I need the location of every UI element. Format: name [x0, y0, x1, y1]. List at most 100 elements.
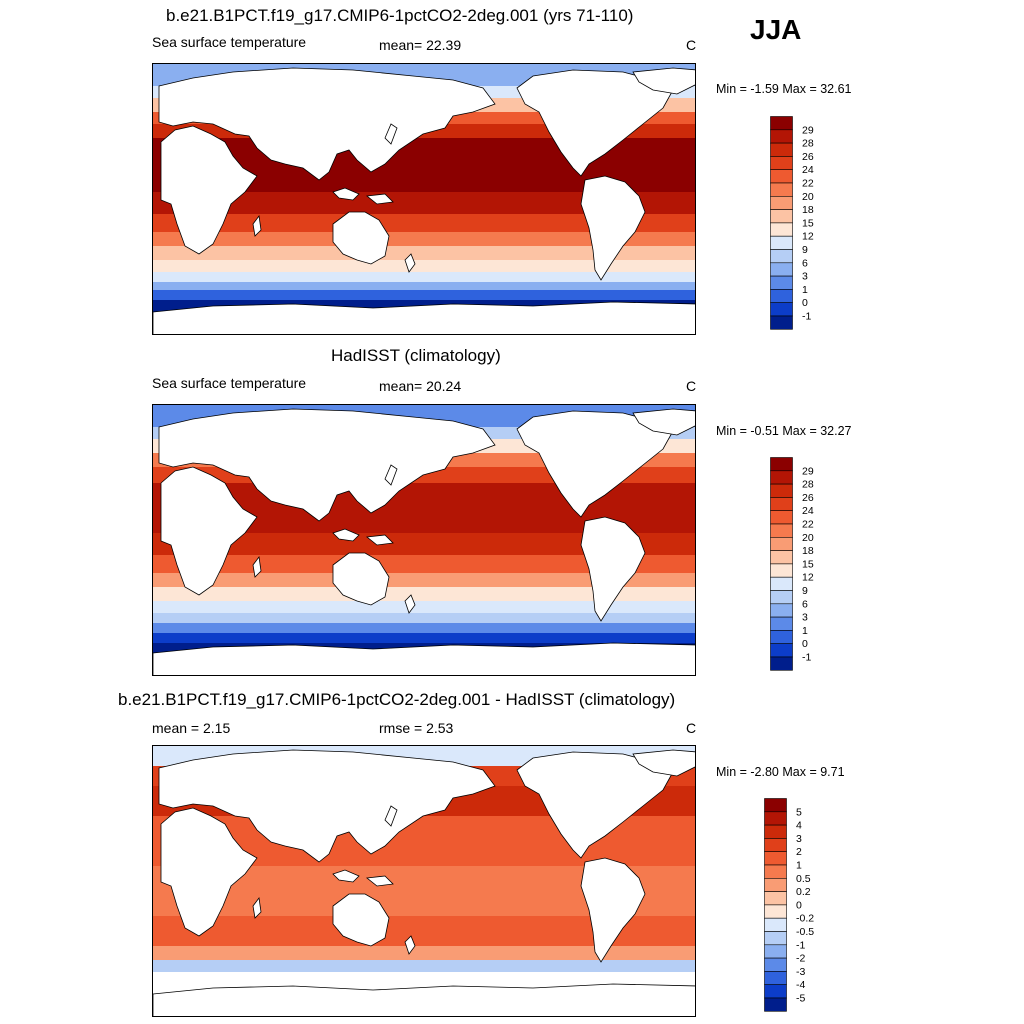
panel-1-colorbar-tick-label: 12	[802, 231, 814, 243]
panel-3-colorbar-swatch	[764, 944, 787, 959]
panel-3-colorbar-tick-label: 5	[796, 806, 802, 818]
panel-2-colorbar-swatch	[770, 616, 793, 631]
panel-2-colorbar-tick-label: 26	[802, 492, 814, 504]
panel-1-sst-band	[153, 232, 695, 246]
panel-2-colorbar-swatch	[770, 590, 793, 605]
panel-2-south-america-land	[580, 516, 646, 622]
panel-3-colorbar-tick-label: -4	[796, 979, 805, 991]
panel-1-colorbar-swatch	[770, 196, 793, 210]
panel-2-colorbar-tick-label: 29	[802, 465, 814, 477]
panel-1-colorbar-swatch	[770, 262, 793, 277]
panel-3-colorbar-tick-label: 0.2	[796, 886, 811, 898]
panel-1-japan-land	[384, 123, 398, 145]
panel-2-colorbar-tick-label: 0	[802, 638, 808, 650]
panel-2-north-america-land	[516, 410, 674, 518]
panel-3-colorbar-tick-label: -2	[796, 953, 805, 965]
panel-1-colorbar-tick-label: 3	[802, 271, 808, 283]
panel-2-colorbar-swatch	[770, 563, 793, 578]
panel-2-eurasia-land	[158, 408, 496, 522]
panel-2-colorbar: 29 28 26 24 22 20 18 15 12 9 6 3 1 0 -1	[770, 457, 830, 671]
panel-1-colorbar-tick-label: 9	[802, 244, 808, 256]
panel-1-mean-label: mean= 22.39	[379, 37, 462, 53]
panel-1-colorbar-tick-label: 6	[802, 257, 808, 269]
panel-2-variable-label: Sea surface temperature	[152, 375, 307, 391]
panel-2-map-svg	[153, 405, 695, 675]
panel-1-colorbar-tick-label: -1	[802, 311, 811, 323]
panel-2-new-zealand-land	[404, 594, 416, 614]
panel-1-units-label: C	[686, 37, 697, 53]
panel-1-colorbar-swatch	[770, 129, 793, 144]
panel-3-mean-label: mean = 2.15	[152, 720, 231, 736]
panel-3-colorbar-tick-label: 2	[796, 846, 802, 858]
panel-2-sst-band	[153, 555, 695, 573]
panel-2-sst-band	[153, 533, 695, 555]
panel-3-antarctica-land	[153, 983, 695, 1016]
panel-1-sst-band	[153, 282, 695, 290]
panel-2-sst-band	[153, 573, 695, 587]
panel-1-eurasia-land	[158, 67, 496, 181]
panel-1-colorbar-swatch	[770, 209, 793, 224]
panel-1-map-svg	[153, 64, 695, 334]
panel-2-sst-band	[153, 613, 695, 623]
panel-2-indonesia-land	[332, 528, 360, 542]
season-label: JJA	[750, 14, 802, 45]
panel-2-colorbar-tick-label: 24	[802, 505, 814, 517]
panel-3-diff-band	[153, 960, 695, 972]
panel-2-title: HadISST (climatology)	[331, 346, 501, 365]
panel-3-new-guinea-land	[365, 875, 394, 887]
panel-1-new-guinea-land	[365, 193, 394, 205]
panel-2-colorbar-tick-label: 12	[802, 572, 814, 584]
panel-2-colorbar-swatch	[770, 523, 793, 538]
panel-1-variable-label: Sea surface temperature	[152, 34, 307, 50]
panel-3-diff-band	[153, 946, 695, 960]
panel-3-colorbar-svg: 5 432 10.50.20 -0.2-0.5-1 -2-3-4 -5	[764, 798, 814, 1012]
panel-2-colorbar-swatch	[770, 510, 793, 525]
panel-2-units-label: C	[686, 378, 697, 394]
panel-1-colorbar-tick-label: 0	[802, 297, 808, 309]
panel-1-new-zealand-land	[404, 253, 416, 273]
panel-1-colorbar: 29 28 26 24 22 20 18 15 12 9 6 3 1 0 -1	[770, 116, 830, 330]
panel-1-sst-band	[153, 246, 695, 260]
panel-2-colorbar-tick-label: 6	[802, 598, 808, 610]
panel-1-colorbar-swatch	[770, 182, 793, 197]
panel-2-colorbar-tick-label: 20	[802, 532, 814, 544]
panel-1-colorbar-swatch	[770, 156, 793, 171]
panel-3-colorbar-swatch	[764, 824, 787, 839]
panel-1-colorbar-tick-label: 26	[802, 151, 814, 163]
panel-3-australia-land	[332, 893, 390, 947]
panel-1-colorbar-tick-label: 28	[802, 138, 814, 150]
panel-3-colorbar-tick-label: -0.5	[796, 926, 814, 938]
panel-3-colorbar-swatch	[764, 864, 787, 879]
panel-1-map	[152, 63, 696, 335]
panel-1-colorbar-swatch	[770, 116, 793, 131]
panel-3-colorbar-tick-label: 3	[796, 833, 802, 845]
panel-2-colorbar-tick-label: 15	[802, 558, 814, 570]
panel-1-colorbar-swatch	[770, 169, 793, 184]
panel-2-colorbar-tick-label: 1	[802, 625, 808, 637]
panel-1-sst-band	[153, 290, 695, 300]
panel-2-colorbar-swatch	[770, 537, 793, 551]
panel-3-colorbar-swatch	[764, 931, 787, 946]
panel-1-title: b.e21.B1PCT.f19_g17.CMIP6-1pctCO2-2deg.0…	[166, 6, 634, 25]
panel-3-japan-land	[384, 805, 398, 827]
panel-1-colorbar-swatch	[770, 235, 793, 250]
panel-3-rmse-label: rmse = 2.53	[379, 720, 454, 736]
panel-2-colorbar-swatch	[770, 483, 793, 498]
panel-2-sst-band	[153, 587, 695, 601]
panel-3-colorbar-swatch	[764, 957, 787, 972]
panel-3-madagascar-land	[252, 896, 262, 919]
panel-1-madagascar-land	[252, 214, 262, 237]
panel-1-colorbar-swatch	[770, 302, 793, 317]
panel-2-colorbar-swatch	[770, 470, 793, 485]
panel-2-africa-land	[160, 466, 258, 596]
panel-1-sst-band	[153, 272, 695, 282]
panel-1-colorbar-swatch	[770, 249, 793, 264]
panel-3-new-zealand-land	[404, 935, 416, 955]
panel-3-colorbar-tick-label: 4	[796, 820, 802, 832]
panel-2-colorbar-tick-label: -1	[802, 652, 811, 664]
panel-2-colorbar-tick-label: 22	[802, 519, 814, 531]
panel-3-colorbar-swatch	[764, 971, 787, 985]
panel-3-eurasia-land	[158, 749, 496, 863]
panel-2-colorbar-swatch	[770, 603, 793, 618]
panel-3-greenland-land	[632, 749, 695, 777]
